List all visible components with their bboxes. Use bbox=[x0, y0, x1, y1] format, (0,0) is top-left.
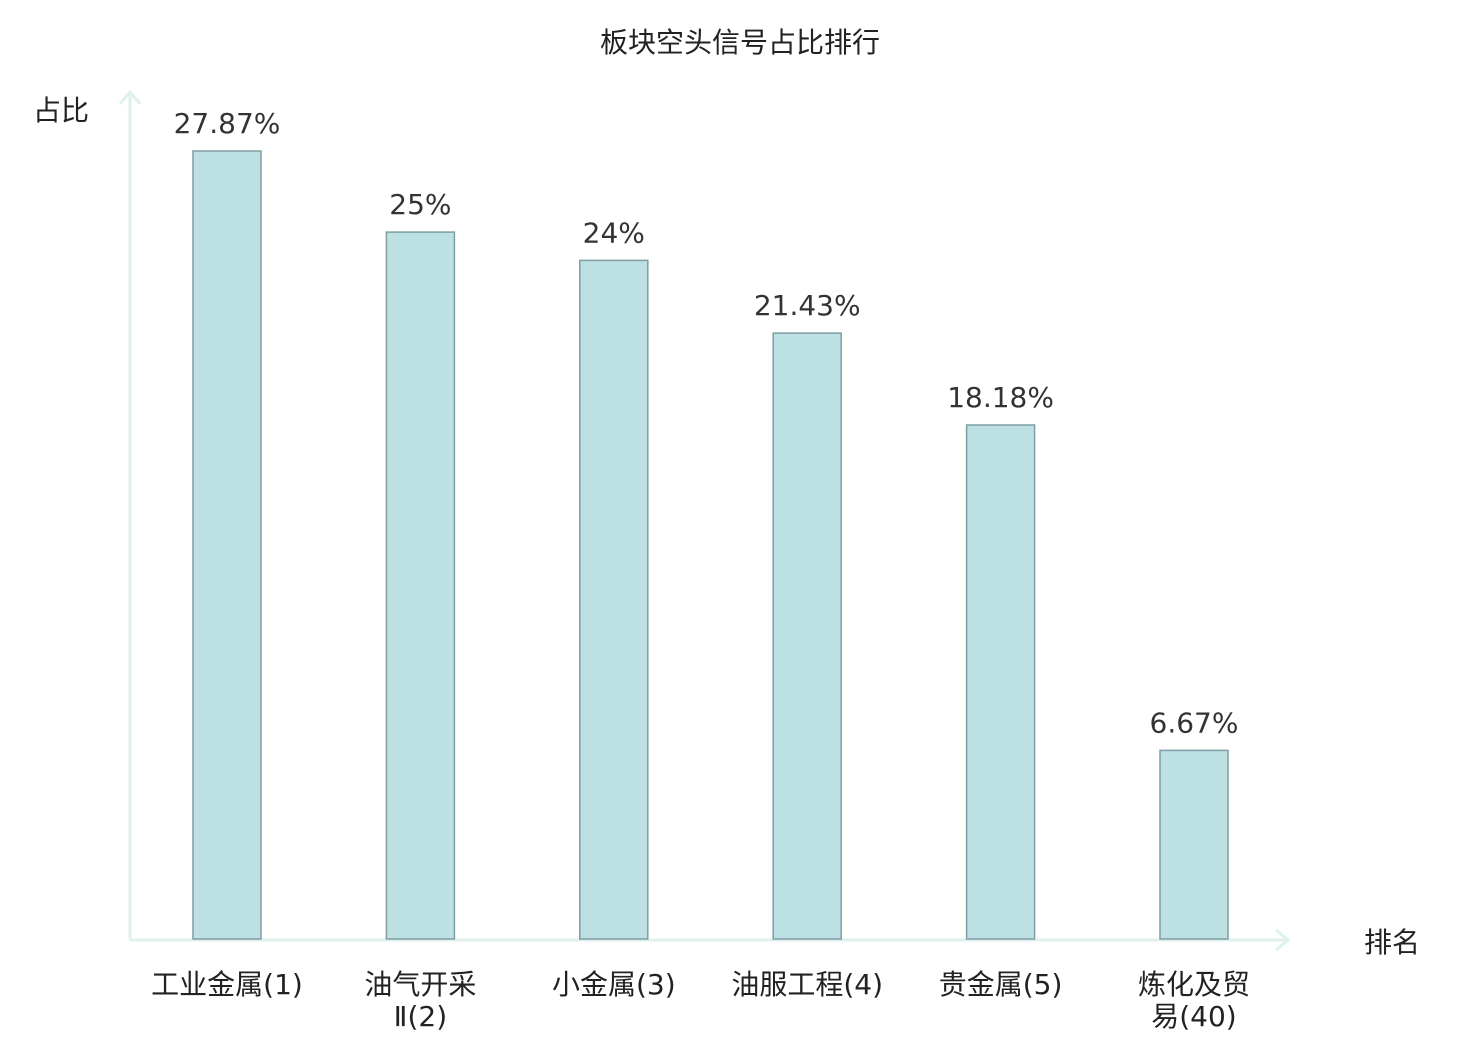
x-tick-label: 炼化及贸易(40) bbox=[1138, 968, 1250, 1033]
data-label: 18.18% bbox=[947, 381, 1054, 414]
data-label: 24% bbox=[583, 216, 645, 249]
data-label: 27.87% bbox=[174, 107, 281, 140]
x-tick-label-line: 炼化及贸 bbox=[1138, 968, 1250, 1001]
bar bbox=[385, 231, 456, 940]
bar-series bbox=[192, 150, 1229, 940]
bar bbox=[192, 150, 262, 940]
bar bbox=[772, 332, 842, 940]
data-label: 21.43% bbox=[754, 289, 861, 322]
data-label: 6.67% bbox=[1150, 706, 1239, 739]
bar bbox=[579, 259, 649, 940]
x-tick-label-line: 小金属(3) bbox=[552, 968, 676, 1001]
x-tick-label-line: 贵金属(5) bbox=[939, 968, 1063, 1001]
category-labels: 工业金属(1) 油气开采 Ⅱ(2) 小金属(3) 油服工程(4) 贵金属(5) 炼化及贸易(… bbox=[151, 968, 1250, 1033]
bar bbox=[965, 424, 1036, 940]
x-tick-label: 工业金属(1) bbox=[151, 968, 303, 1001]
axes bbox=[118, 89, 1291, 952]
x-tick-label-line: 易(40) bbox=[1151, 1000, 1236, 1033]
x-tick-label: 小金属(3) bbox=[552, 968, 676, 1001]
data-label: 25% bbox=[389, 188, 451, 221]
x-tick-label-line: 工业金属(1) bbox=[151, 968, 303, 1001]
value-labels: 27.87% 25% 24% 21.43% 18.18% 6.67% bbox=[174, 107, 1239, 739]
x-tick-label: 油服工程(4) bbox=[731, 968, 883, 1001]
x-tick-label-line: 油气开采 bbox=[364, 968, 476, 1001]
x-tick-label: 油气开采 Ⅱ(2) bbox=[364, 968, 476, 1033]
bar bbox=[1159, 749, 1229, 940]
x-tick-label: 贵金属(5) bbox=[939, 968, 1063, 1001]
x-axis-label: 排名 bbox=[1364, 926, 1420, 959]
y-axis-label: 占比 bbox=[33, 94, 89, 127]
x-axis-arrow-icon bbox=[1275, 928, 1291, 952]
y-axis-arrow-icon bbox=[118, 89, 142, 105]
x-tick-label-line: 油服工程(4) bbox=[731, 968, 883, 1001]
x-tick-label-line: Ⅱ(2) bbox=[394, 1000, 447, 1033]
chart-title: 板块空头信号占比排行 bbox=[600, 26, 880, 59]
